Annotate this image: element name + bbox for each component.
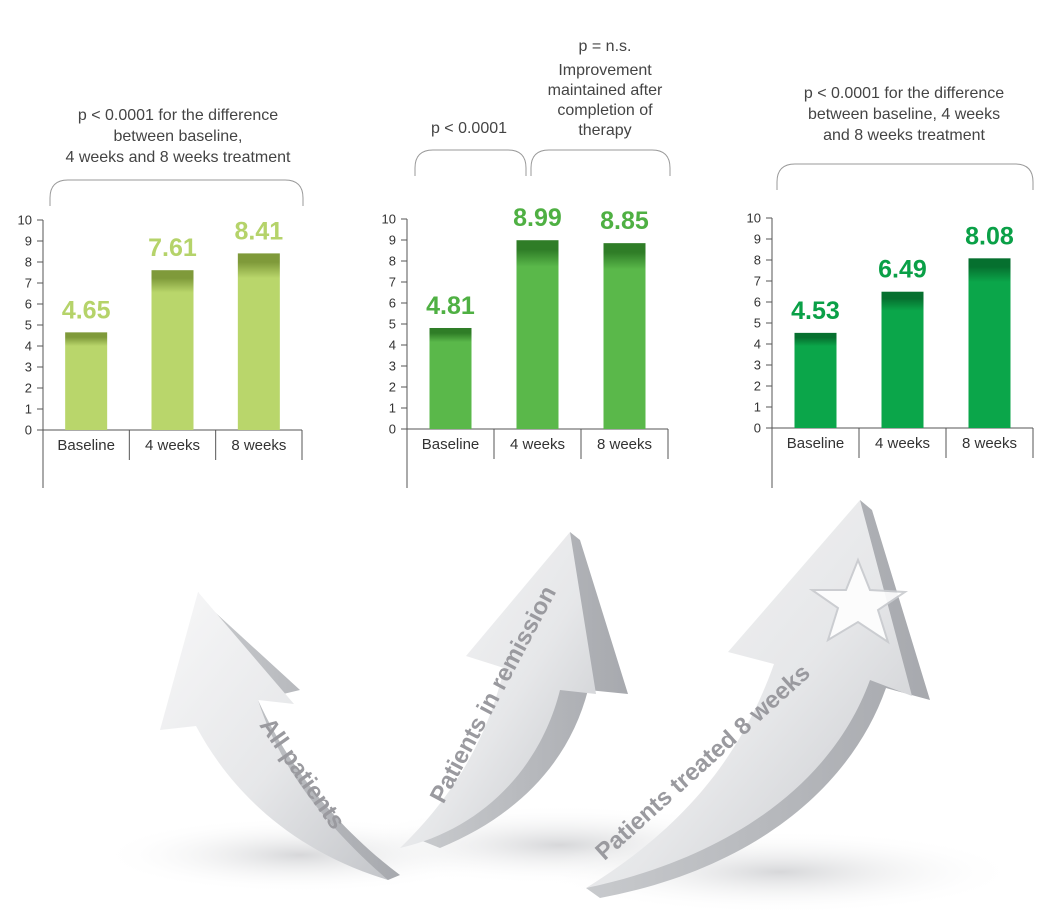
x-tick-label: 8 weeks (597, 436, 652, 453)
annotation-text: 4 weeks and 8 weeks treatment (65, 149, 291, 166)
y-tick-label: 6 (25, 297, 32, 312)
data-label: 8.08 (965, 222, 1014, 250)
y-tick-label: 2 (25, 381, 32, 396)
y-tick-label: 0 (389, 422, 396, 437)
y-tick-label: 3 (25, 360, 32, 375)
y-tick-label: 1 (25, 402, 32, 417)
y-tick-label: 4 (754, 337, 761, 352)
bar-chart-3: 0 1 2 3 4 5 6 7 8 9 10 Baseline 4 weeks 8 weeks 4.53 6.… (747, 211, 1034, 488)
bar (65, 332, 108, 430)
y-tick-label: 0 (754, 421, 761, 436)
annotation-text: p < 0.0001 for the difference (78, 107, 278, 124)
data-label: 4.65 (62, 296, 111, 324)
y-tick-label: 3 (389, 359, 396, 374)
y-tick-label: 4 (25, 339, 32, 354)
y-tick-label: 4 (389, 338, 396, 353)
bar (968, 258, 1011, 428)
data-label: 8.41 (234, 217, 283, 245)
y-tick-label: 7 (754, 274, 761, 289)
arrow-patients-in-remission: Patients in remission (400, 532, 628, 848)
significance-bracket (414, 149, 527, 176)
y-tick-label: 9 (389, 233, 396, 248)
bar (881, 291, 924, 428)
annotation-text: p < 0.0001 for the difference (804, 85, 1004, 102)
y-tick-label: 5 (754, 316, 761, 331)
y-tick-label: 1 (389, 401, 396, 416)
data-label: 4.81 (426, 292, 475, 320)
significance-bracket (49, 179, 304, 206)
data-label: 8.99 (513, 204, 562, 232)
bar (429, 327, 472, 429)
x-tick-label: 4 weeks (510, 436, 565, 453)
annotation-text: therapy (578, 122, 631, 139)
significance-bracket (776, 163, 1034, 190)
y-tick-label: 7 (389, 275, 396, 290)
arrows-group: All patients Patients in remission Patie… (100, 500, 1020, 914)
bar (237, 253, 280, 430)
y-tick-label: 0 (25, 423, 32, 438)
annotation-text: maintained after (548, 82, 663, 99)
y-tick-label: 7 (25, 276, 32, 291)
annotation-text: Improvement (558, 62, 652, 79)
y-tick-label: 1 (754, 400, 761, 415)
arrow-face (160, 592, 388, 880)
bar-chart-1: 0 1 2 3 4 5 6 7 8 9 10 Baseline 4 weeks 8 weeks 4.65 7.… (18, 213, 303, 488)
y-tick-label: 8 (389, 254, 396, 269)
y-tick-label: 2 (754, 379, 761, 394)
y-tick-label: 10 (747, 211, 761, 226)
x-tick-label: Baseline (787, 435, 845, 452)
y-tick-label: 6 (754, 295, 761, 310)
star-highlight-icon (808, 557, 909, 645)
bar (794, 332, 837, 428)
annotation-text: between baseline, (114, 128, 243, 145)
annotation-text: and 8 weeks treatment (823, 127, 985, 144)
annotation-text: p = n.s. (579, 38, 632, 55)
y-tick-label: 2 (389, 380, 396, 395)
data-label: 8.85 (600, 207, 649, 235)
x-tick-label: 8 weeks (231, 437, 286, 454)
annotation-text: between baseline, 4 weeks (808, 106, 1000, 123)
y-tick-label: 6 (389, 296, 396, 311)
bar (603, 243, 646, 429)
data-label: 6.49 (878, 256, 927, 284)
y-tick-label: 8 (754, 253, 761, 268)
annotations-group: p < 0.0001 for the difference between bas… (49, 38, 1034, 206)
bar (516, 240, 559, 429)
data-label: 4.53 (791, 297, 840, 325)
y-tick-label: 5 (389, 317, 396, 332)
y-tick-label: 9 (754, 232, 761, 247)
y-tick-label: 10 (18, 213, 32, 228)
arrow-face (400, 532, 596, 848)
y-tick-label: 10 (382, 212, 396, 227)
x-tick-label: Baseline (57, 437, 115, 454)
significance-bracket (530, 149, 671, 176)
x-tick-label: 4 weeks (875, 435, 930, 452)
bar (151, 270, 194, 430)
y-tick-label: 5 (25, 318, 32, 333)
x-tick-label: 8 weeks (962, 435, 1017, 452)
annotation-text: completion of (557, 102, 653, 119)
y-tick-label: 8 (25, 255, 32, 270)
bar-chart-2: 0 1 2 3 4 5 6 7 8 9 10 Baseline 4 weeks 8 weeks 4.81 8.… (382, 204, 669, 488)
y-tick-label: 3 (754, 358, 761, 373)
y-tick-label: 9 (25, 234, 32, 249)
x-tick-label: Baseline (422, 436, 480, 453)
annotation-text: p < 0.0001 (431, 120, 507, 137)
x-tick-label: 4 weeks (145, 437, 200, 454)
data-label: 7.61 (148, 234, 197, 262)
